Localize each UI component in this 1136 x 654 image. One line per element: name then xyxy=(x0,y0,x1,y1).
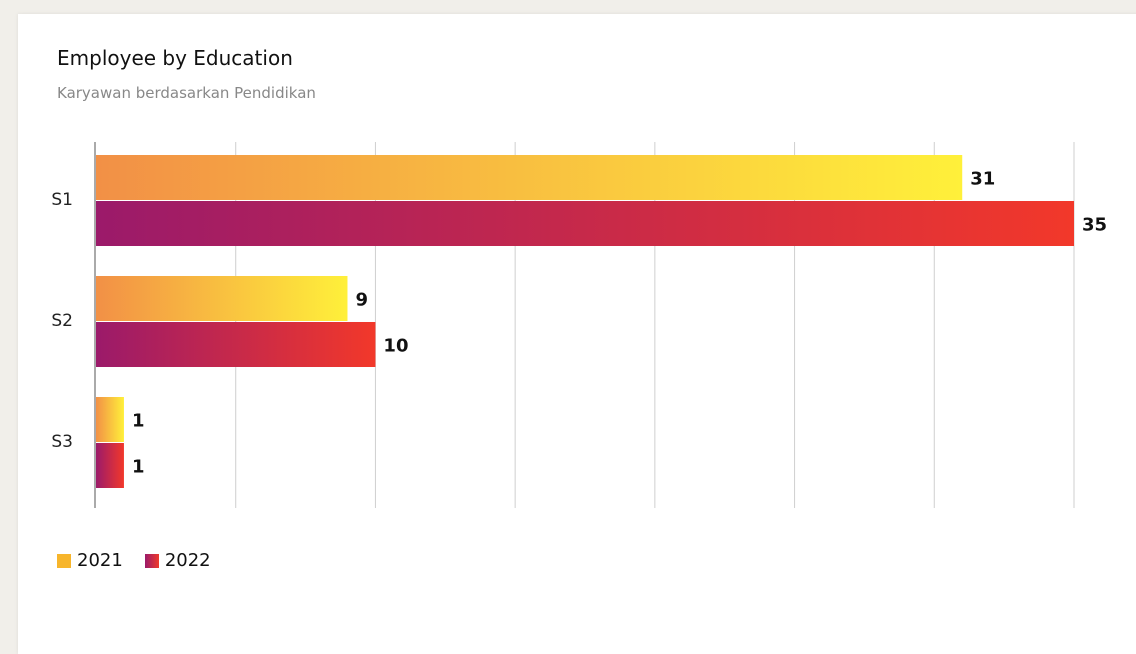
legend-item-2022[interactable]: 2022 xyxy=(144,550,211,571)
bar-s2-2022[interactable] xyxy=(96,322,376,367)
value-label-s1-2022: 35 xyxy=(1082,215,1107,236)
bar-chart: S1 31 35 S2 9 10 S3 1 1 xyxy=(51,142,1107,508)
value-label-s3-2022: 1 xyxy=(132,457,145,478)
category-label-s1: S1 xyxy=(51,190,73,210)
legend-label-2021: 2021 xyxy=(77,550,123,571)
legend-swatch-2021 xyxy=(57,553,71,568)
legend: 2021 2022 xyxy=(57,550,233,571)
legend-swatch-2022 xyxy=(144,553,159,568)
value-label-s2-2021: 9 xyxy=(355,290,368,311)
chart-title: Employee by Education xyxy=(57,46,293,70)
bar-s3-2022[interactable] xyxy=(96,443,124,488)
category-label-s3: S3 xyxy=(51,432,73,452)
legend-item-2021[interactable]: 2021 xyxy=(57,550,123,571)
legend-label-2022: 2022 xyxy=(164,550,211,571)
value-label-s1-2021: 31 xyxy=(970,169,995,190)
value-label-s3-2021: 1 xyxy=(132,411,145,432)
bar-s3-2021[interactable] xyxy=(96,397,124,442)
bar-s1-2021[interactable] xyxy=(96,155,963,200)
bar-s1-2022[interactable] xyxy=(96,201,1074,246)
bar-s2-2021[interactable] xyxy=(96,276,348,321)
value-label-s2-2022: 10 xyxy=(383,336,408,357)
category-label-s2: S2 xyxy=(51,311,73,331)
chart-subtitle: Karyawan berdasarkan Pendidikan xyxy=(57,84,316,102)
